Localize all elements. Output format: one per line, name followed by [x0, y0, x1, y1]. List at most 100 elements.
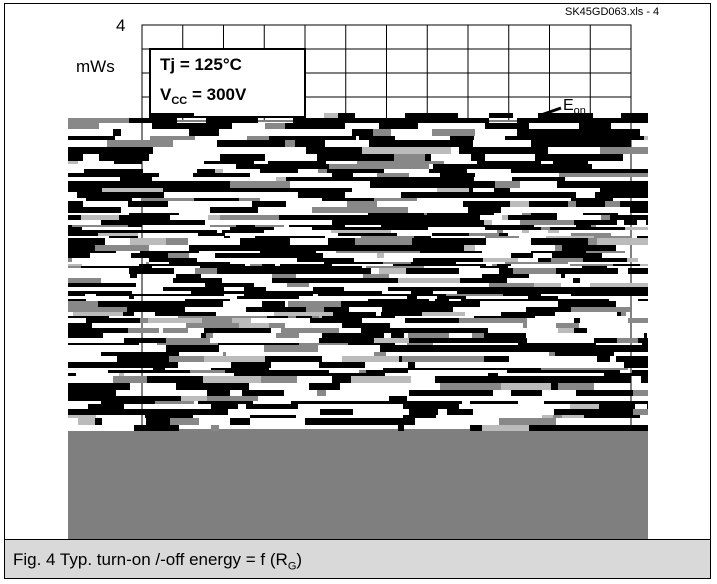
- glitch-segment: [633, 169, 648, 173]
- glitch-segment: [160, 312, 216, 316]
- glitch-segment: [265, 253, 294, 258]
- glitch-segment: [510, 201, 529, 207]
- glitch-segment: [328, 238, 346, 245]
- glitch-segment: [423, 301, 456, 307]
- glitch-segment: [244, 343, 299, 345]
- glitch-segment: [248, 370, 273, 373]
- glitch-segment: [360, 316, 364, 318]
- glitch-segment: [305, 418, 348, 425]
- glitch-segment: [152, 220, 205, 225]
- glitch-segment: [551, 383, 558, 390]
- glitch-segment: [68, 316, 102, 318]
- glitch-segment: [68, 118, 129, 123]
- glitch-segment: [324, 278, 341, 283]
- glitch-segment: [383, 368, 405, 370]
- glitch-segment: [435, 140, 473, 147]
- glitch-segment: [385, 136, 395, 140]
- glitch-segment: [267, 245, 321, 251]
- glitch-segment: [466, 181, 469, 188]
- glitch-segment: [379, 123, 418, 129]
- glitch-segment: [318, 291, 328, 294]
- glitch-segment: [627, 345, 648, 352]
- glitch-segment: [513, 268, 556, 274]
- glitch-segment: [194, 198, 239, 201]
- glitch-segment: [348, 418, 374, 425]
- glitch-segment: [227, 343, 244, 345]
- glitch-segment: [608, 283, 648, 287]
- glitch-segment: [365, 154, 377, 161]
- glitch-segment: [274, 312, 333, 316]
- glitch-segment: [281, 328, 312, 333]
- glitch-segment: [333, 268, 371, 274]
- glitch-segment: [475, 192, 531, 198]
- glitch-segment: [338, 118, 376, 123]
- glitch-segment: [565, 425, 603, 431]
- glitch-segment: [482, 425, 529, 431]
- glitch-segment: [472, 333, 484, 338]
- glitch-segment: [366, 220, 401, 225]
- glitch-segment: [204, 356, 265, 362]
- glitch-segment: [150, 136, 195, 140]
- glitch-segment: [98, 301, 151, 307]
- glitch-segment: [407, 343, 433, 345]
- glitch-segment: [181, 396, 207, 401]
- glitch-segment: [140, 352, 179, 356]
- glitch-segment: [255, 225, 284, 227]
- glitch-segment: [223, 352, 226, 356]
- glitch-segment: [109, 236, 138, 238]
- glitch-segment: [524, 227, 528, 230]
- glitch-segment: [322, 316, 360, 318]
- glitch-segment: [635, 291, 648, 294]
- glitch-segment: [120, 177, 152, 181]
- glitch-segment: [117, 356, 166, 362]
- glitch-segment: [594, 236, 630, 238]
- glitch-segment: [456, 169, 467, 173]
- glitch-segment: [558, 370, 620, 373]
- glitch-segment: [217, 140, 236, 147]
- glitch-segment: [489, 113, 513, 118]
- glitch-segment: [76, 253, 90, 258]
- glitch-segment: [208, 215, 220, 220]
- glitch-segment: [125, 343, 139, 345]
- glitch-segment: [588, 238, 597, 245]
- glitch-segment: [401, 307, 453, 312]
- glitch-segment: [449, 192, 461, 198]
- glitch-segment: [553, 415, 562, 418]
- glitch-segment: [626, 118, 648, 123]
- glitch-segment: [492, 264, 497, 266]
- glitch-segment: [633, 192, 648, 198]
- glitch-segment: [601, 215, 610, 220]
- glitch-segment: [546, 236, 594, 238]
- glitch-segment: [274, 390, 284, 396]
- glitch-segment: [413, 312, 422, 316]
- glitch-segment: [201, 181, 230, 188]
- glitch-segment: [610, 291, 635, 294]
- glitch-segment: [432, 129, 475, 136]
- glitch-segment: [433, 164, 443, 169]
- glitch-segment: [319, 316, 322, 318]
- glitch-segment: [548, 230, 559, 233]
- glitch-segment: [101, 401, 155, 404]
- glitch-segment: [236, 225, 255, 227]
- glitch-segment: [553, 169, 584, 173]
- glitch-segment: [361, 236, 414, 238]
- glitch-segment: [644, 136, 648, 140]
- glitch-segment: [280, 264, 332, 266]
- glitch-segment: [428, 238, 486, 245]
- glitch-segment: [523, 323, 527, 328]
- glitch-segment: [260, 251, 316, 253]
- glitch-segment: [265, 356, 306, 362]
- glitch-segment: [68, 291, 84, 294]
- glitch-segment: [211, 287, 224, 291]
- glitch-segment: [625, 338, 638, 343]
- glitch-segment: [597, 356, 610, 362]
- glitch-segment: [113, 129, 121, 136]
- glitch-segment: [73, 328, 128, 333]
- glitch-segment: [445, 264, 486, 266]
- glitch-segment: [368, 213, 424, 215]
- glitch-segment: [628, 268, 635, 274]
- glitch-segment: [68, 238, 105, 245]
- glitch-segment: [468, 207, 493, 213]
- glitch-segment: [293, 118, 338, 123]
- glitch-segment: [572, 154, 623, 161]
